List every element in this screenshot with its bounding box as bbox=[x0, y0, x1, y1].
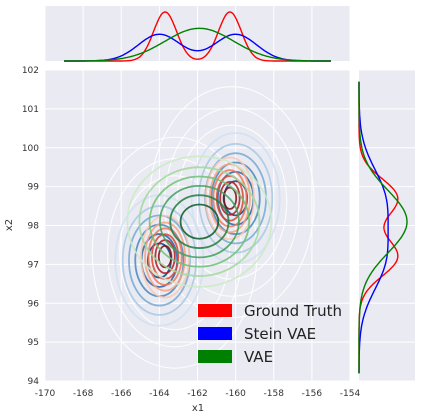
x-marginal-curves bbox=[64, 11, 331, 62]
contour-greens bbox=[159, 184, 240, 259]
contour-greens bbox=[126, 155, 273, 288]
y-axis-label: x2 bbox=[4, 219, 15, 231]
legend-swatch bbox=[198, 304, 232, 317]
x-tick-label: -154 bbox=[340, 389, 361, 399]
contour-blues bbox=[121, 205, 197, 316]
y-tick-label: 96 bbox=[28, 299, 40, 309]
x-axis-label: x1 bbox=[192, 403, 204, 414]
y-tick-label: 99 bbox=[28, 183, 40, 193]
contour-greens bbox=[179, 203, 220, 240]
x-tick-label: -168 bbox=[73, 389, 94, 399]
kde-contour-outline bbox=[164, 107, 300, 297]
kde-contour-outline bbox=[176, 124, 288, 280]
x-tick-label: -158 bbox=[264, 389, 285, 399]
contour-greens bbox=[138, 166, 261, 277]
legend-label: VAE bbox=[244, 348, 273, 366]
x-tick-label: -160 bbox=[225, 389, 246, 399]
y-tick-label: 97 bbox=[28, 260, 39, 270]
y-tick-label: 95 bbox=[28, 338, 39, 348]
contour-blues bbox=[190, 132, 281, 265]
contour-greens bbox=[148, 175, 251, 268]
y-tick-label: 100 bbox=[22, 144, 39, 154]
contour-reds bbox=[144, 221, 187, 292]
contour-reds bbox=[147, 227, 183, 286]
kde-contours bbox=[91, 86, 315, 369]
x-tick-label: -164 bbox=[149, 389, 170, 399]
contour-reds bbox=[208, 163, 251, 234]
kde-contour-outline bbox=[148, 86, 315, 319]
tick-labels: -170 -168 -166 -164 -162 -160 -158 -156 -154 94 95… bbox=[22, 66, 361, 399]
legend-label: Ground Truth bbox=[244, 302, 342, 320]
y-tick-label: 94 bbox=[28, 377, 40, 387]
contour-greens bbox=[169, 194, 230, 249]
x-tick-label: -162 bbox=[187, 389, 207, 399]
top-marginal-curve bbox=[64, 11, 331, 62]
legend: Ground Truth Stein VAE VAE bbox=[198, 302, 342, 366]
legend-swatch bbox=[198, 350, 232, 363]
kde-contour-outline bbox=[91, 136, 258, 369]
x-tick-label: -156 bbox=[302, 389, 323, 399]
x-tick-label: -170 bbox=[35, 389, 56, 399]
right-marginal-curve bbox=[358, 81, 408, 374]
top-marginal-curve bbox=[64, 27, 331, 62]
y-marginal-curves bbox=[358, 81, 408, 374]
x-tick-label: -166 bbox=[111, 389, 132, 399]
y-tick-label: 102 bbox=[22, 66, 39, 76]
contour-reds bbox=[219, 180, 241, 216]
right-marginal-curve bbox=[358, 81, 389, 374]
contour-reds bbox=[222, 186, 238, 210]
legend-swatch bbox=[198, 327, 232, 340]
legend-label: Stein VAE bbox=[244, 325, 316, 343]
y-tick-label: 101 bbox=[22, 105, 39, 115]
y-tick-label: 98 bbox=[28, 222, 40, 232]
